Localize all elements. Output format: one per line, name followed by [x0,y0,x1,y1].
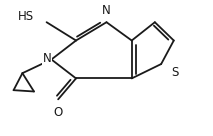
Text: O: O [53,106,63,119]
Text: HS: HS [18,10,34,24]
Text: N: N [102,4,111,17]
Text: N: N [43,52,51,65]
Text: S: S [172,66,179,79]
